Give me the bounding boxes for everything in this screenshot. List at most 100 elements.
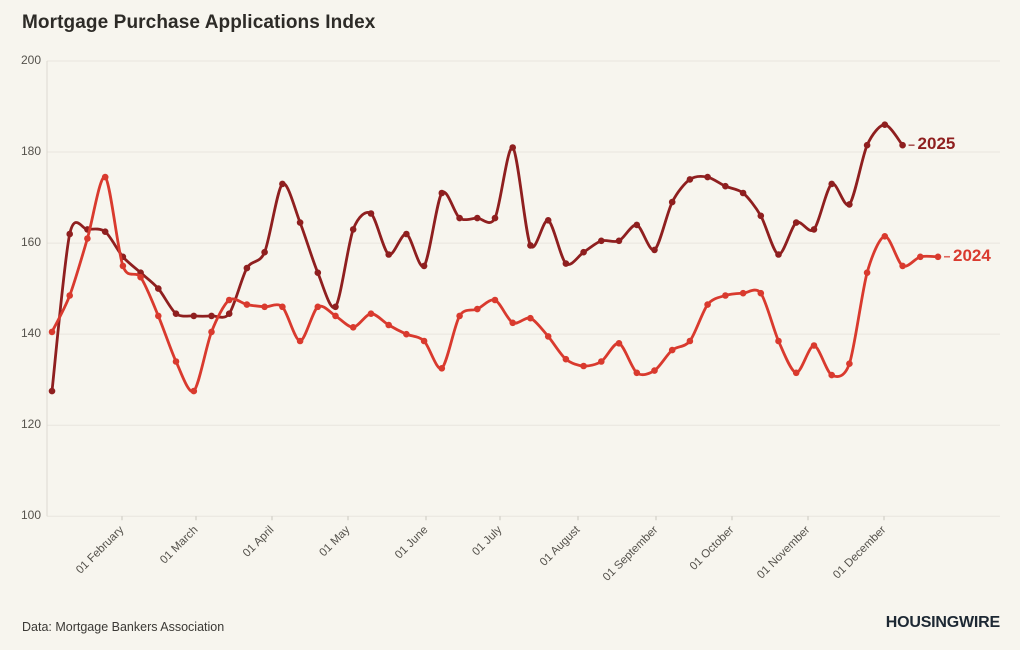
data-point-2025	[101, 228, 109, 235]
data-point-2025	[296, 219, 304, 226]
data-point-2024	[792, 369, 800, 377]
data-point-2025	[881, 121, 889, 128]
data-point-2024	[562, 355, 570, 363]
data-point-2024	[863, 269, 871, 277]
data-point-2024	[757, 289, 765, 297]
data-point-2024	[172, 358, 180, 365]
data-point-2024	[598, 358, 605, 365]
data-point-2024	[544, 333, 552, 340]
data-point-2025	[438, 189, 446, 197]
data-point-2025	[403, 230, 410, 238]
data-point-2025	[279, 180, 286, 188]
y-axis-label: 160	[20, 235, 41, 250]
data-point-2025	[739, 189, 747, 197]
data-point-2024	[438, 365, 446, 372]
data-point-2025	[172, 310, 180, 318]
data-point-2025	[651, 246, 658, 254]
data-point-2025	[544, 217, 552, 224]
data-point-2024	[917, 253, 924, 261]
data-point-2024	[934, 253, 942, 261]
data-point-2025	[314, 269, 322, 277]
data-point-2024	[722, 292, 729, 299]
data-point-2024	[846, 360, 853, 368]
data-point-2025	[562, 260, 570, 267]
data-point-2025	[474, 214, 481, 222]
data-point-2024	[190, 387, 198, 395]
data-point-2024	[580, 362, 587, 370]
data-point-2025	[828, 180, 835, 188]
housingwire-logo: HOUSINGWIRE	[885, 614, 1000, 631]
data-point-2025	[527, 242, 534, 249]
data-point-2025	[243, 264, 251, 272]
data-point-2024	[66, 292, 73, 299]
data-point-2024	[225, 296, 233, 304]
data-point-2025	[385, 251, 393, 258]
data-point-2024	[420, 337, 428, 345]
data-point-2025	[757, 212, 765, 220]
data-point-2024	[137, 273, 144, 281]
data-point-2025	[332, 303, 339, 311]
data-point-2025	[349, 226, 357, 233]
data-point-2024	[704, 301, 711, 308]
data-point-2025	[668, 198, 676, 206]
data-point-2025	[155, 285, 162, 292]
data-point-2025	[615, 237, 623, 245]
data-point-2025	[598, 237, 605, 245]
data-point-2025	[633, 221, 641, 229]
data-point-2024	[686, 337, 694, 345]
data-point-2025	[722, 182, 729, 190]
data-point-2025	[491, 214, 499, 222]
data-point-2024	[509, 319, 516, 327]
data-point-2024	[456, 312, 463, 320]
data-point-2024	[651, 367, 658, 374]
data-point-2024	[668, 346, 676, 354]
chart-title: Mortgage Purchase Applications Index	[22, 12, 376, 33]
data-point-2024	[243, 301, 251, 308]
data-point-2024	[810, 342, 818, 349]
data-point-2024	[119, 262, 127, 270]
data-point-2025	[899, 141, 906, 149]
y-axis-label: 140	[20, 326, 41, 341]
data-point-2025	[792, 219, 800, 226]
series-line-2024	[50, 175, 940, 393]
data-point-2024	[314, 303, 322, 311]
data-point-2024	[385, 321, 393, 329]
series-end-label-2024: 2024	[953, 245, 991, 265]
data-point-2024	[881, 233, 889, 240]
data-point-2024	[828, 371, 835, 379]
data-point-2024	[261, 303, 268, 311]
data-point-2025	[420, 262, 428, 270]
data-point-2024	[899, 262, 906, 270]
data-point-2024	[279, 303, 286, 311]
data-point-2025	[190, 312, 198, 320]
data-point-2024	[349, 324, 357, 331]
data-point-2025	[846, 201, 853, 208]
y-axis-label: 180	[20, 144, 41, 159]
y-axis-label: 200	[20, 53, 41, 67]
y-axis-label: 100	[20, 508, 41, 523]
y-axis-label: 120	[20, 417, 41, 432]
data-point-2024	[155, 312, 162, 320]
data-point-2024	[332, 312, 339, 320]
data-point-2024	[491, 296, 499, 304]
data-point-2025	[775, 251, 782, 258]
data-point-2024	[474, 305, 481, 313]
data-point-2024	[775, 337, 782, 345]
data-point-2025	[686, 176, 694, 183]
data-point-2024	[101, 173, 109, 181]
data-point-2025	[208, 312, 215, 320]
data-point-2024	[615, 340, 623, 347]
data-point-2024	[739, 289, 747, 297]
data-point-2025	[367, 210, 375, 217]
data-point-2025	[509, 144, 516, 151]
data-point-2025	[810, 226, 818, 233]
data-point-2024	[633, 369, 641, 377]
data-point-2024	[48, 328, 56, 336]
data-point-2024	[527, 314, 534, 322]
data-point-2024	[296, 337, 304, 345]
data-point-2024	[208, 328, 215, 336]
data-point-2025	[48, 387, 56, 395]
series-line-2025	[50, 123, 904, 393]
